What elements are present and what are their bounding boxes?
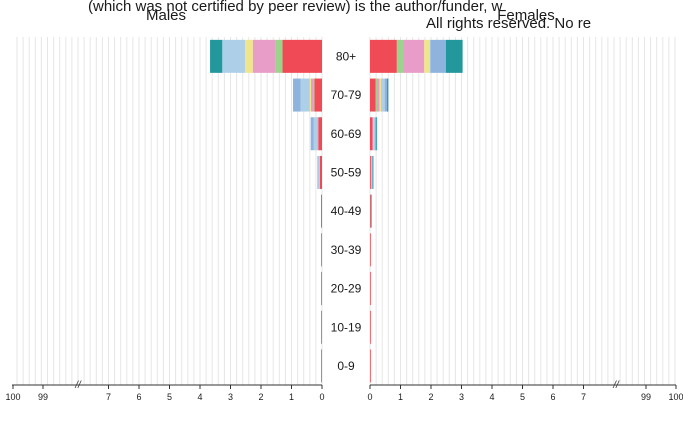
- bar-males-50-59-s5: [318, 155, 320, 189]
- overlay-text-1: (which was not certified by peer review)…: [88, 0, 503, 15]
- males-panel-title: Males: [146, 7, 186, 24]
- bar-females-60-69-s3: [372, 117, 374, 151]
- bar-males-80+-s2: [275, 39, 283, 73]
- axis-tick-label: 2: [428, 392, 433, 402]
- axis-tick-label: 99: [38, 392, 48, 402]
- bar-females-60-69-s6: [374, 117, 377, 151]
- bar-males-80+-s4: [245, 39, 253, 73]
- bar-females-60-69-s5: [373, 117, 375, 151]
- bar-females-70-79-s5: [380, 78, 385, 112]
- age-group-label: 10-19: [331, 320, 362, 334]
- bar-males-80+-s5: [222, 39, 246, 73]
- bar-females-40-49-s7: [370, 194, 372, 228]
- bar-females-70-79-s2: [375, 78, 378, 112]
- axis-tick-label: 4: [197, 392, 202, 402]
- bar-males-80+-s7: [210, 39, 223, 73]
- age-group-label: 30-39: [331, 243, 362, 257]
- axis-tick-label: 100: [668, 392, 683, 402]
- bar-females-60-69-s1: [370, 117, 373, 151]
- bar-females-50-59-s7: [372, 155, 374, 189]
- bar-males-70-79-s6: [293, 78, 301, 112]
- bar-males-60-69-s5: [313, 117, 318, 151]
- bar-females-80+-s4: [424, 39, 430, 73]
- age-group-label: 70-79: [331, 88, 362, 102]
- axis-tick-label: 0: [367, 392, 372, 402]
- axis-tick-label: 100: [5, 392, 20, 402]
- bar-females-80+-s5: [429, 39, 431, 73]
- age-group-label: 50-59: [331, 165, 362, 179]
- axis-break-marker: //: [74, 380, 82, 391]
- axis-tick-label: 4: [489, 392, 494, 402]
- bar-males-40-49-s1: [321, 194, 322, 228]
- bar-females-50-59-s6: [371, 155, 373, 189]
- bar-males-70-79-s5: [300, 78, 310, 112]
- bar-females-50-59-s1: [370, 155, 371, 189]
- bar-females-60-69-s7: [376, 117, 378, 151]
- males-x-axis: 100 99 7 6 5 4 3 2 1 0 //: [5, 380, 324, 402]
- bar-males-70-79-s3: [311, 78, 314, 112]
- axis-tick-label: 0: [319, 392, 324, 402]
- age-group-label: 80+: [336, 49, 356, 63]
- bar-females-50-59-s5: [370, 155, 372, 189]
- axis-tick-label: 7: [581, 392, 586, 402]
- bar-males-60-69-s3: [317, 117, 319, 151]
- age-group-label: 60-69: [331, 127, 362, 141]
- females-gridlines: [369, 37, 676, 385]
- males-gridlines: [16, 37, 323, 385]
- bar-males-80+-s3: [252, 39, 276, 73]
- axis-tick-label: 1: [398, 392, 403, 402]
- bar-males-10-19-s1: [321, 310, 322, 344]
- females-x-axis: 0 1 2 3 4 5 6 7 99 100 //: [367, 380, 683, 402]
- age-group-labels: 80+ 70-79 60-69 50-59 40-49 30-39 20-29 10-19 0-…: [331, 49, 362, 373]
- bar-males-30-39-s1: [321, 233, 322, 267]
- bar-females-20-29-s1: [370, 272, 371, 306]
- axis-tick-label: 6: [550, 392, 555, 402]
- bar-segments: [210, 39, 463, 383]
- females-panel-title: Females: [497, 7, 555, 24]
- axis-tick-label: 5: [520, 392, 525, 402]
- overlay-text-2: All rights reserved. No re: [426, 15, 591, 32]
- age-group-label: 0-9: [337, 359, 355, 373]
- bar-females-80+-s6: [430, 39, 446, 73]
- bar-males-50-59-s6: [317, 155, 319, 189]
- axis-tick-label: 6: [136, 392, 141, 402]
- bar-males-60-69-s6: [310, 117, 314, 151]
- axis-tick-label: 3: [459, 392, 464, 402]
- age-group-label: 40-49: [331, 204, 362, 218]
- bar-females-40-49-s1: [370, 194, 371, 228]
- bar-males-70-79-s1: [314, 78, 322, 112]
- bar-females-80+-s7: [445, 39, 463, 73]
- axis-tick-label: 5: [167, 392, 172, 402]
- axis-tick-label: 1: [289, 392, 294, 402]
- bar-males-70-79-s4: [309, 78, 312, 112]
- bar-females-70-79-s3: [377, 78, 380, 112]
- bar-females-80+-s2: [396, 39, 404, 73]
- bar-males-20-29-s1: [321, 272, 322, 306]
- bar-females-80+-s1: [370, 39, 397, 73]
- bar-females-0-9-s1: [370, 349, 371, 383]
- axis-break-marker: //: [612, 380, 620, 391]
- bar-females-70-79-s6: [384, 78, 388, 112]
- bar-females-30-39-s1: [370, 233, 371, 267]
- bar-males-50-59-s1: [319, 155, 322, 189]
- bar-females-70-79-s4: [379, 78, 381, 112]
- bar-females-70-79-s1: [370, 78, 376, 112]
- bar-males-80+-s1: [282, 39, 322, 73]
- axis-tick-label: 7: [106, 392, 111, 402]
- bar-females-10-19-s1: [370, 310, 371, 344]
- axis-tick-label: 99: [641, 392, 651, 402]
- bar-females-80+-s3: [403, 39, 425, 73]
- bar-males-0-9-s1: [321, 349, 322, 383]
- bar-females-70-79-s7: [387, 78, 389, 112]
- axis-tick-label: 2: [258, 392, 263, 402]
- bar-males-60-69-s1: [318, 117, 322, 151]
- bar-males-70-79-s2: [313, 78, 315, 112]
- age-group-label: 20-29: [331, 282, 362, 296]
- axis-tick-label: 3: [228, 392, 233, 402]
